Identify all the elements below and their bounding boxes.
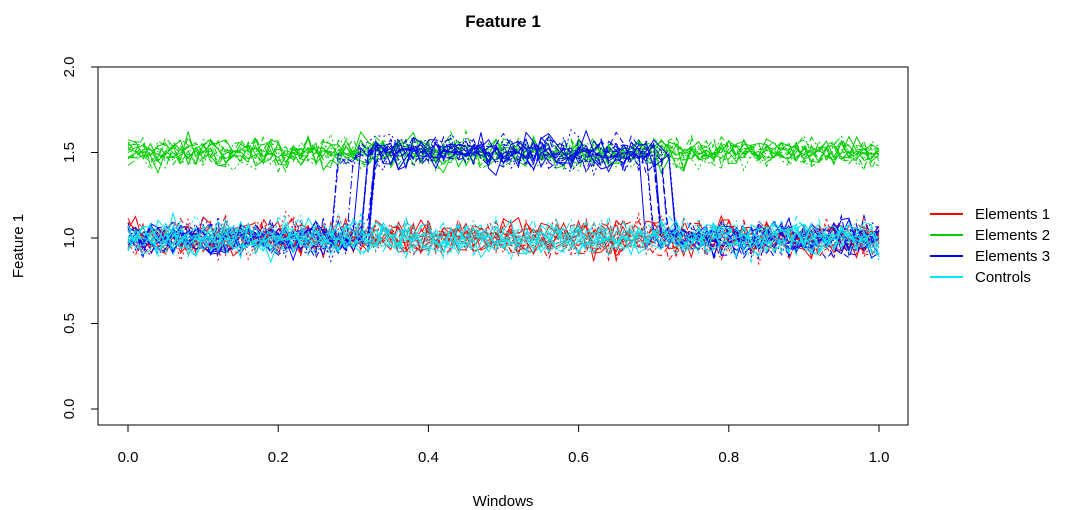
- x-tick-label: 1.0: [869, 449, 890, 466]
- series-line: [127, 216, 880, 259]
- legend: Elements 1 Elements 2 Elements 3 Controls: [930, 206, 1050, 286]
- series-line: [127, 217, 880, 263]
- series-line: [127, 218, 880, 262]
- y-tick-label: 1.0: [61, 228, 78, 249]
- series-line: [127, 215, 880, 261]
- y-tick-label: 0.5: [61, 313, 78, 334]
- series-line: [127, 136, 880, 173]
- y-tick-label: 2.0: [61, 57, 78, 78]
- series-line: [127, 213, 880, 264]
- series-line: [127, 138, 880, 259]
- legend-label: Controls: [975, 269, 1031, 286]
- legend-label: Elements 1: [975, 206, 1050, 223]
- y-tick-label: 0.0: [61, 399, 78, 420]
- series-elements-2: [127, 129, 880, 175]
- y-tick-label: 1.5: [61, 142, 78, 163]
- series-line: [127, 219, 880, 259]
- y-axis-label: Feature 1: [10, 214, 27, 278]
- series-line: [127, 130, 880, 167]
- series-line: [127, 134, 880, 173]
- legend-label: Elements 3: [975, 248, 1050, 265]
- series-line: [127, 132, 880, 260]
- plot-lines: [127, 128, 880, 266]
- x-tick-label: 0.4: [418, 449, 439, 466]
- legend-label: Elements 2: [975, 227, 1050, 244]
- x-tick-label: 0.8: [718, 449, 739, 466]
- series-controls: [127, 212, 880, 264]
- y-axis: 0.0 0.5 1.0 1.5 2.0: [61, 57, 99, 420]
- x-tick-label: 0.2: [268, 449, 289, 466]
- x-axis-label: Windows: [473, 493, 534, 510]
- series-line: [127, 212, 880, 256]
- x-axis: 0.0 0.2 0.4 0.6 0.8 1.0: [118, 424, 890, 466]
- series-line: [127, 135, 880, 257]
- x-tick-label: 0.0: [118, 449, 139, 466]
- series-line: [127, 129, 880, 254]
- series-line: [127, 135, 880, 171]
- series-line: [127, 131, 880, 256]
- chart-title: Feature 1: [465, 12, 541, 31]
- series-line: [127, 215, 880, 255]
- series-line: [127, 134, 880, 175]
- x-tick-label: 0.6: [568, 449, 589, 466]
- series-line: [127, 135, 880, 171]
